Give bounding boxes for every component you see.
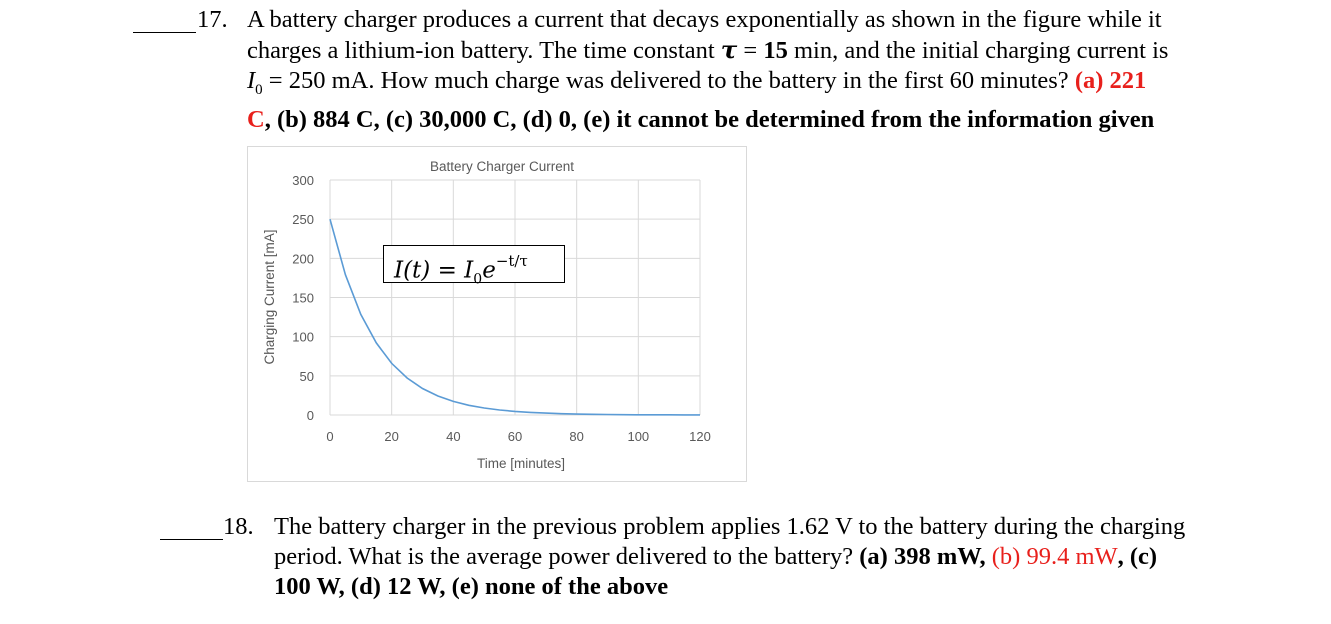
x-tick-label: 120 [689, 429, 711, 444]
x-tick-label: 20 [384, 429, 398, 444]
x-axis-label: Time [minutes] [477, 456, 565, 471]
question-17: 17. A battery charger produces a current… [0, 5, 1331, 133]
formula-box: I(t) = I0e−t/τ [383, 245, 565, 287]
tau-value: 15 [763, 37, 788, 64]
answer-blank-18[interactable] [160, 519, 223, 540]
y-tick-label: 150 [292, 291, 314, 306]
formula-exponent: −t/τ [495, 252, 528, 270]
x-tick-label: 100 [627, 429, 649, 444]
y-tick-label: 0 [307, 408, 314, 423]
question-17-text: A battery charger produces a current tha… [247, 5, 1168, 135]
question-18: 18. The battery charger in the previous … [0, 512, 1331, 607]
q17-correct-answer-part2: C [247, 105, 265, 133]
y-tick-label: 200 [292, 251, 314, 266]
formula-sub: 0 [473, 271, 483, 288]
chart-frame: Battery Charger Current Charging Current… [247, 146, 747, 482]
question-number-18: 18. [223, 513, 254, 540]
y-tick-label: 250 [292, 212, 314, 227]
x-tick-label: 40 [446, 429, 460, 444]
question-number-17: 17. [197, 6, 228, 33]
y-tick-label: 300 [292, 173, 314, 188]
q18-line-1: The battery charger in the previous prob… [274, 513, 1186, 540]
q17-line-2: charges a lithium-ion battery. The time … [247, 35, 1169, 64]
current-series-line [329, 218, 700, 416]
series-layer [329, 218, 700, 416]
x-tick-label: 0 [326, 429, 333, 444]
tau-symbol: τ [720, 35, 738, 64]
chart-title: Battery Charger Current [430, 159, 574, 174]
q18-line-3: 100 W, (d) 12 W, (e) none of the above [274, 573, 669, 600]
x-tick-label: 60 [508, 429, 522, 444]
question-18-text: The battery charger in the previous prob… [274, 512, 1185, 602]
formula-base: e [482, 257, 496, 284]
tick-labels: 0 20 40 60 80 100 120 0 50 100 150 200 250 300 [292, 173, 711, 444]
q17-line-3: I0 = 250 mA. How much charge was deliver… [247, 67, 1147, 98]
q18-line-2: period. What is the average power delive… [274, 543, 1158, 570]
y-axis-label: Charging Current [mA] [262, 229, 277, 364]
battery-current-chart: Battery Charger Current Charging Current… [262, 159, 711, 471]
q17-line-4: C, (b) 884 C, (c) 30,000 C, (d) 0, (e) i… [247, 105, 1155, 133]
answer-blank-17[interactable] [133, 12, 196, 33]
grid-lines [329, 179, 701, 416]
q17-line-1: A battery charger produces a current tha… [247, 6, 1162, 33]
y-tick-label: 100 [292, 330, 314, 345]
x-tick-label: 80 [569, 429, 583, 444]
formula-lhs: I(t) = I [394, 257, 474, 284]
y-tick-label: 50 [300, 369, 314, 384]
q17-correct-answer-part1: (a) 221 [1074, 67, 1147, 94]
q18-correct-answer: (b) 99.4 mW [991, 543, 1118, 570]
